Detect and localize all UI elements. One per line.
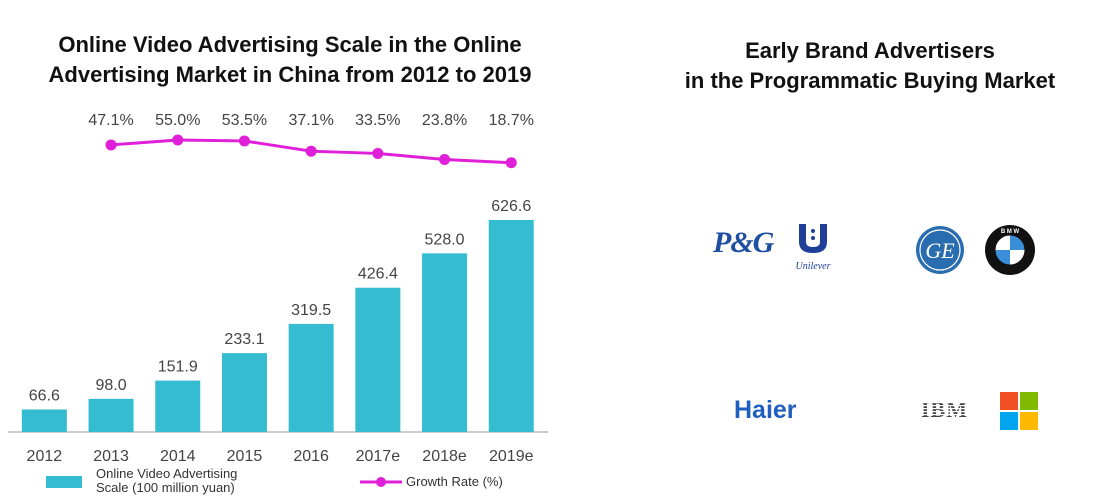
ge-logo: GE: [916, 226, 964, 274]
brand-panel-title-line-1: Early Brand Advertisers: [745, 38, 995, 63]
growth-rate-label: 37.1%: [288, 112, 333, 129]
legend-bar-swatch: [46, 476, 82, 488]
growth-rate-label: 18.7%: [489, 112, 534, 129]
growth-rate-label: 33.5%: [355, 112, 400, 129]
legend-line-swatch: [360, 477, 402, 487]
unilever-u-icon: [799, 224, 827, 253]
bar-value-label: 66.6: [29, 387, 60, 404]
bar-2019e: [488, 220, 534, 432]
pg-logo: P&G: [713, 226, 774, 259]
bmw-logo: B M W: [985, 225, 1035, 275]
x-tick-label: 2017e: [356, 448, 401, 465]
microsoft-logo: [1000, 392, 1038, 430]
bar-value-label: 98.0: [95, 377, 126, 394]
x-tick-label: 2018e: [422, 448, 467, 465]
unilever-wordmark: Unilever: [795, 261, 831, 272]
growth-rate-point: [305, 145, 317, 157]
growth-rate-point: [505, 157, 517, 169]
bar-2018e: [422, 253, 468, 432]
category-autos: Autos: [950, 162, 1004, 183]
growth-rate-label: 23.8%: [422, 112, 467, 129]
bar-2012: [21, 409, 67, 432]
growth-rate-label: 47.1%: [88, 112, 133, 129]
chart-title: Online Video Advertising Scale in the On…: [10, 30, 570, 89]
growth-line-layer: 47.1% 55.0% 53.5% 37.1% 33.5% 23.8% 18.7%: [88, 112, 534, 169]
x-tick-label: 2015: [227, 448, 263, 465]
bar-2015: [221, 353, 267, 432]
brand-panel-title: Early Brand Advertisers in the Programma…: [640, 36, 1100, 95]
category-it: IT: [968, 334, 986, 355]
bar-value-label: 426.4: [358, 266, 398, 283]
bar-value-label: 319.5: [291, 302, 331, 319]
bars-layer: [21, 220, 534, 432]
growth-rate-label: 55.0%: [155, 112, 200, 129]
bmw-wordmark: B M W: [1001, 229, 1020, 235]
growth-rate-point: [238, 135, 250, 147]
x-tick-label: 2012: [27, 448, 63, 465]
advertising-scale-chart: 47.1% 55.0% 53.5% 37.1% 33.5% 23.8% 18.7% 66.6…: [8, 112, 548, 465]
bar-2016: [288, 323, 334, 432]
bar-value-label: 151.9: [158, 359, 198, 376]
bar-value-label: 528.0: [425, 231, 465, 248]
bar-2013: [88, 398, 134, 432]
legend-line-label: Growth Rate (%): [406, 474, 503, 489]
legend-bar-label: Online Video Advertising Scale (100 mill…: [96, 466, 238, 495]
category-household-appliances: Household Appliances: [733, 330, 803, 359]
brand-panel-title-line-2: in the Programmatic Buying Market: [684, 67, 1056, 93]
growth-rate-point: [172, 134, 184, 146]
chart-title-line-1: Online Video Advertising Scale in the On…: [58, 32, 522, 57]
bar-value-label: 626.6: [491, 198, 531, 215]
growth-rate-point: [372, 147, 384, 159]
growth-rate-label: 53.5%: [222, 112, 267, 129]
x-tick-label: 2019e: [489, 448, 534, 465]
x-tick-label: 2013: [93, 448, 129, 465]
bar-value-label: 233.1: [224, 331, 264, 348]
haier-logo: Haier: [734, 396, 797, 424]
chart-title-line-2: Advertising Market in China from 2012 to…: [48, 61, 532, 87]
unilever-logo: Unilever: [790, 222, 836, 272]
x-tick-label: 2014: [160, 448, 196, 465]
growth-rate-point: [439, 154, 451, 165]
bar-2014: [155, 380, 201, 432]
ibm-stripes-overlay: [921, 402, 981, 419]
x-tick-label: 2016: [293, 448, 329, 465]
labels-layer: 66.6 2012 98.0 2013 151.9 2014 233.1 2015 319.5 2…: [27, 198, 534, 465]
growth-rate-point: [105, 139, 117, 151]
bar-2017e: [355, 287, 401, 432]
category-fmcg: FMCG: [740, 162, 796, 183]
ge-monogram: GE: [925, 238, 955, 263]
